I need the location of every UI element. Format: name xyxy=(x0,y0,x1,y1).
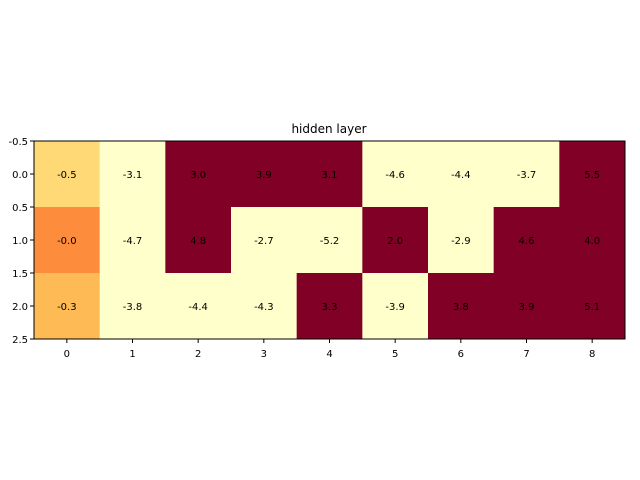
y-tick-label: 0.5 xyxy=(12,203,28,214)
x-tick-label: 3 xyxy=(261,349,267,360)
cell-value-label: -2.7 xyxy=(254,236,274,247)
heatmap-cell-r2-c3 xyxy=(231,273,298,340)
cell-value-label: -4.7 xyxy=(123,236,143,247)
cell-value-label: -4.4 xyxy=(451,170,471,181)
heatmap-cell-r2-c6 xyxy=(428,273,495,340)
heatmap-cell-r0-c5 xyxy=(362,141,429,208)
heatmap-cell-r1-c0 xyxy=(34,207,101,274)
cell-value-label: 5.5 xyxy=(584,170,600,181)
heatmap-cell-r0-c6 xyxy=(428,141,495,208)
cell-value-label: -0.5 xyxy=(57,170,77,181)
y-axis-ticks: -0.5 0.0 0.5 1.0 1.5 2.0 2.5 xyxy=(8,137,34,346)
heatmap-cell-r2-c1 xyxy=(99,273,166,340)
cell-value-label: -0.3 xyxy=(57,302,77,313)
heatmap-cell-r0-c7 xyxy=(493,141,560,208)
x-tick-label: 8 xyxy=(589,349,595,360)
cell-value-label: 4.8 xyxy=(190,236,206,247)
heatmap-cell-r0-c0 xyxy=(34,141,101,208)
x-axis-ticks: 0 1 2 3 4 5 6 7 8 xyxy=(64,339,595,360)
heatmap-cell-r1-c4 xyxy=(296,207,363,274)
cell-value-label: 3.0 xyxy=(190,170,206,181)
cell-value-label: -4.4 xyxy=(188,302,208,313)
cell-value-label: -5.2 xyxy=(320,236,340,247)
x-tick-label: 6 xyxy=(458,349,464,360)
heatmap-cell-labels: -0.5 -3.1 3.0 3.9 3.1 -4.6 -4.4 -3.7 5.5 -0.0 -4.7… xyxy=(57,170,600,313)
heatmap-cell-r1-c7 xyxy=(493,207,560,274)
cell-value-label: 5.1 xyxy=(584,302,600,313)
heatmap-cell-r1-c5 xyxy=(362,207,429,274)
heatmap-cell-r1-c1 xyxy=(99,207,166,274)
cell-value-label: 3.3 xyxy=(322,302,338,313)
x-tick-label: 2 xyxy=(195,349,201,360)
heatmap-cell-r2-c4 xyxy=(296,273,363,340)
y-tick-label: 1.0 xyxy=(12,236,28,247)
cell-value-label: -4.3 xyxy=(254,302,274,313)
cell-value-label: -2.9 xyxy=(451,236,471,247)
heatmap-cell-r0-c4 xyxy=(296,141,363,208)
cell-value-label: -3.9 xyxy=(385,302,405,313)
heatmap-cell-r1-c8 xyxy=(559,207,626,274)
cell-value-label: 4.6 xyxy=(519,236,535,247)
y-tick-label: 2.0 xyxy=(12,302,28,313)
heatmap-cell-r0-c2 xyxy=(165,141,232,208)
cell-value-label: 2.0 xyxy=(387,236,403,247)
heatmap-cell-r1-c6 xyxy=(428,207,495,274)
cell-value-label: 3.9 xyxy=(519,302,535,313)
cell-value-label: -0.0 xyxy=(57,236,77,247)
y-tick-label: 1.5 xyxy=(12,269,28,280)
heatmap-cell-r2-c2 xyxy=(165,273,232,340)
x-tick-label: 7 xyxy=(523,349,529,360)
y-tick-label: 0.0 xyxy=(12,170,28,181)
cell-value-label: 3.8 xyxy=(453,302,469,313)
x-tick-label: 1 xyxy=(129,349,135,360)
cell-value-label: -3.8 xyxy=(123,302,143,313)
heatmap-cell-r2-c8 xyxy=(559,273,626,340)
cell-value-label: 3.9 xyxy=(256,170,272,181)
x-tick-label: 5 xyxy=(392,349,398,360)
heatmap-cell-r0-c3 xyxy=(231,141,298,208)
heatmap-cells xyxy=(34,141,626,340)
y-tick-label: -0.5 xyxy=(8,137,28,148)
y-tick-label: 2.5 xyxy=(12,335,28,346)
x-tick-label: 4 xyxy=(326,349,332,360)
heatmap-cell-r0-c8 xyxy=(559,141,626,208)
heatmap-cell-r2-c7 xyxy=(493,273,560,340)
heatmap-cell-r1-c2 xyxy=(165,207,232,274)
heatmap-cell-r2-c5 xyxy=(362,273,429,340)
x-tick-label: 0 xyxy=(64,349,70,360)
heatmap-cell-r1-c3 xyxy=(231,207,298,274)
chart-title: hidden layer xyxy=(291,122,366,136)
cell-value-label: 3.1 xyxy=(322,170,338,181)
cell-value-label: -3.1 xyxy=(123,170,143,181)
heatmap-cell-r2-c0 xyxy=(34,273,101,340)
cell-value-label: 4.0 xyxy=(584,236,600,247)
heatmap-cell-r0-c1 xyxy=(99,141,166,208)
cell-value-label: -4.6 xyxy=(385,170,405,181)
cell-value-label: -3.7 xyxy=(517,170,537,181)
